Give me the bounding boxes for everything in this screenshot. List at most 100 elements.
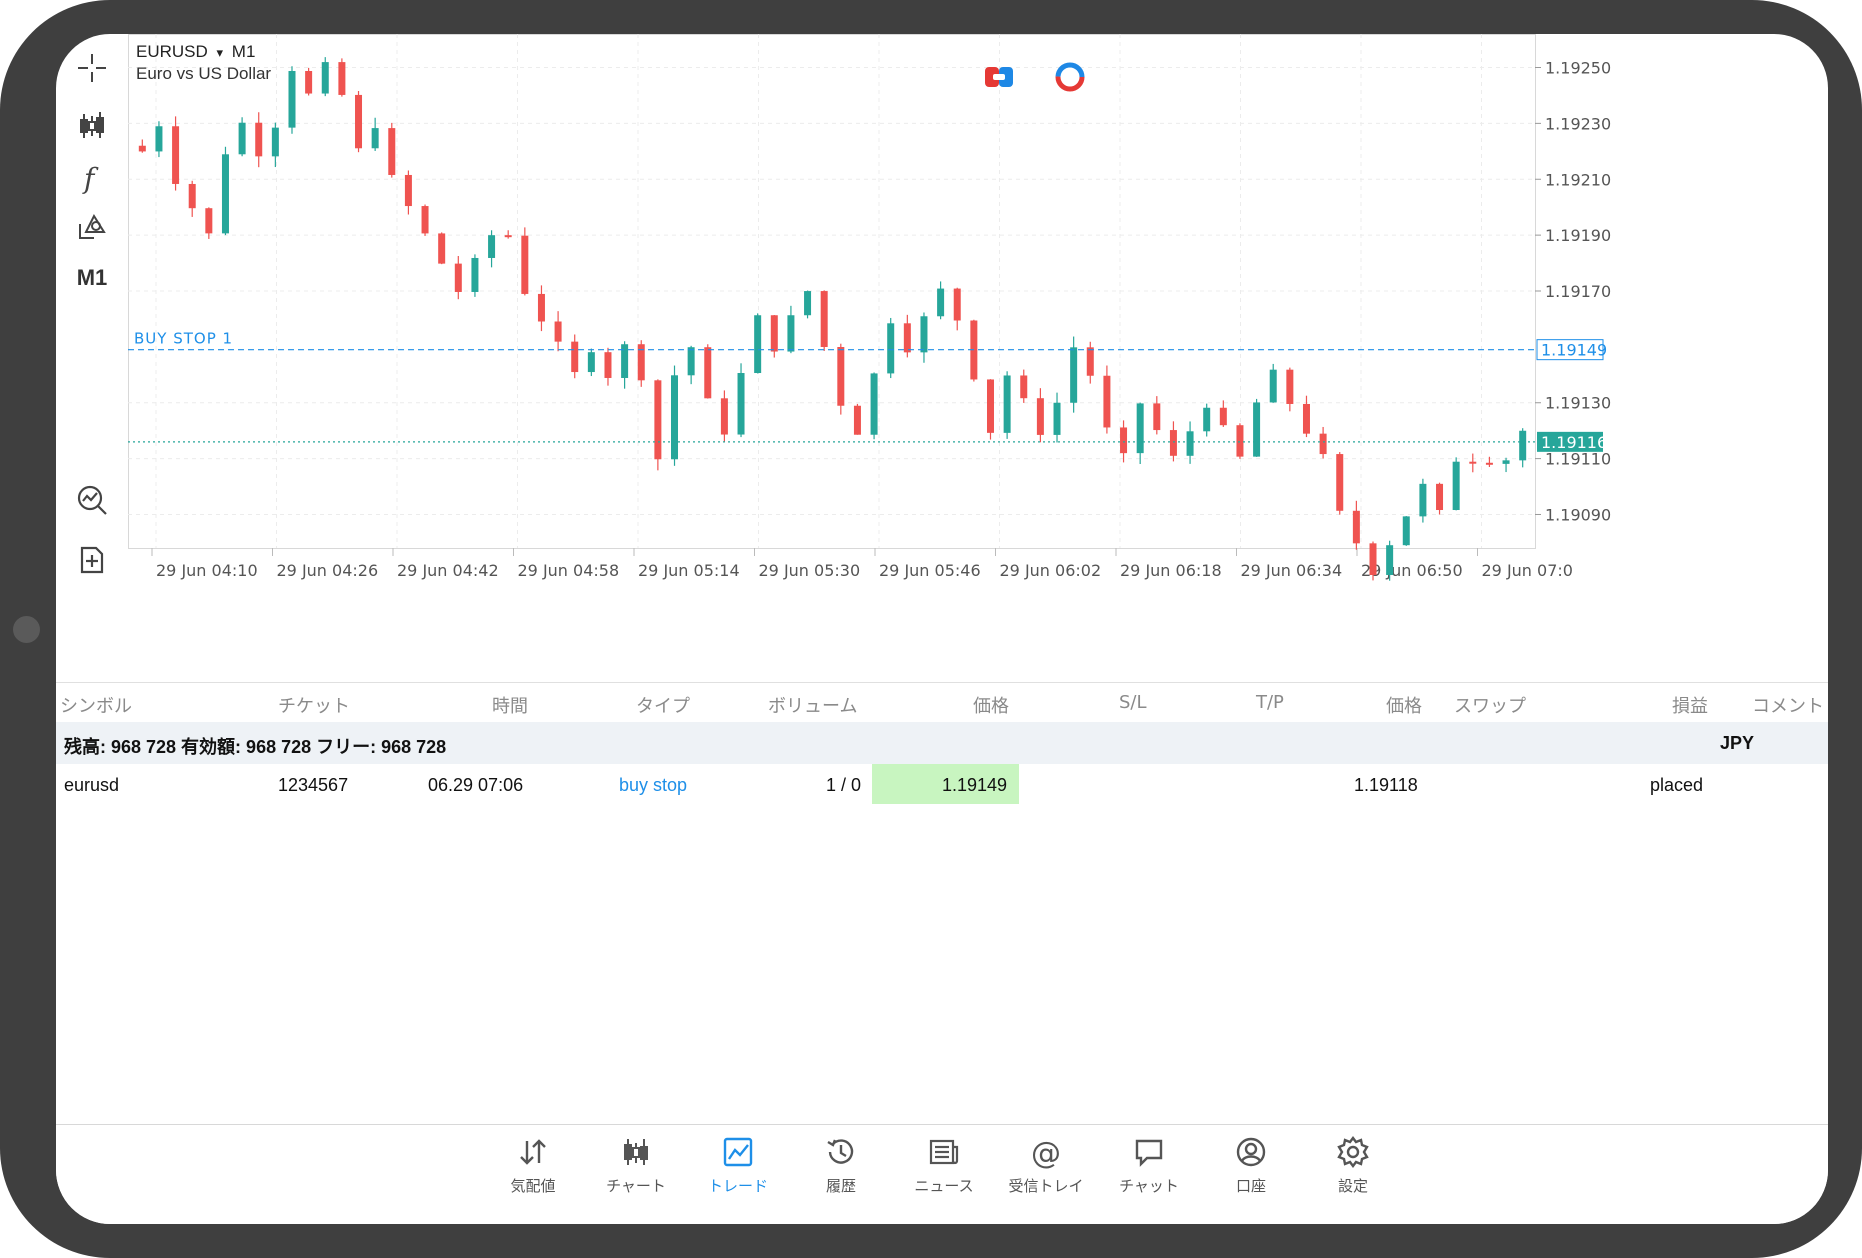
candle-body	[1120, 427, 1128, 454]
chart-canvas[interactable]: 1.19250 1.19230 1.19210 1.19190 1.19170 1.191…	[128, 34, 1828, 682]
history-icon	[827, 1139, 854, 1164]
chat-icon	[1135, 1139, 1163, 1167]
row-time: 06.29 07:06	[428, 775, 524, 795]
bid-price-label: 1.19116	[1541, 433, 1607, 452]
nav-chart[interactable]: チャート	[591, 1135, 681, 1215]
nav-chat[interactable]: チャット	[1104, 1135, 1194, 1215]
candle-body	[471, 257, 479, 292]
symbol-line[interactable]: EURUSD ▾ M1	[136, 42, 271, 62]
header-current-price[interactable]: 価格	[1386, 696, 1422, 717]
indicators-icon[interactable]: f	[70, 156, 114, 200]
y-tick-label: 1.19090	[1545, 505, 1611, 524]
candle-body	[388, 128, 396, 175]
candle-body	[671, 375, 679, 460]
candle-body	[637, 344, 645, 381]
candle-body	[205, 208, 213, 234]
candle-body	[271, 127, 279, 157]
nav-news[interactable]: ニュース	[899, 1135, 989, 1215]
balance-currency: JPY	[1720, 733, 1755, 753]
candle-body	[853, 405, 861, 435]
candle-body	[1436, 483, 1444, 511]
candle-body	[1219, 407, 1227, 426]
balance-text: 残高: 968 728 有効額: 968 728 フリー: 968 728	[64, 737, 447, 757]
candle-body	[488, 235, 496, 258]
timeframe-button[interactable]: M1	[76, 265, 108, 290]
header-comment[interactable]: コメント	[1752, 696, 1824, 717]
candle-body	[1369, 543, 1377, 575]
candle-body	[986, 379, 994, 433]
candle-body	[1253, 402, 1261, 457]
signal-icon[interactable]	[1054, 62, 1086, 92]
candle-body	[1386, 545, 1394, 575]
row-symbol: eurusd	[64, 775, 120, 795]
nav-label: ニュース	[914, 1177, 974, 1195]
price-chart[interactable]: 1.19250 1.19230 1.19210 1.19190 1.19170 1.191…	[128, 34, 1828, 682]
candle-body	[1419, 483, 1427, 517]
header-swap[interactable]: スワップ	[1454, 696, 1526, 717]
x-tick-label: 29 Jun 04:26	[277, 561, 379, 580]
x-tick-label: 29 Jun 06:18	[1120, 561, 1222, 580]
candle-body	[1319, 433, 1327, 455]
camera-dot	[13, 616, 40, 643]
candle-body	[521, 235, 529, 294]
trade-icon[interactable]	[70, 478, 114, 522]
candle-body	[920, 316, 928, 353]
candle-body	[404, 174, 412, 207]
nav-label: 気配値	[510, 1177, 556, 1195]
objects-icon[interactable]	[70, 206, 114, 250]
candle-body	[1103, 375, 1111, 428]
one-click-trade-icon[interactable]	[984, 65, 1014, 89]
row-price: 1.19149	[942, 775, 1008, 795]
candle-body	[238, 122, 246, 155]
nav-trade[interactable]: トレード	[693, 1135, 783, 1215]
candle-body	[188, 183, 196, 209]
candle-body	[770, 315, 778, 352]
account-icon	[1236, 1137, 1266, 1167]
header-tp[interactable]: T/P	[1256, 692, 1284, 713]
candle-body	[621, 344, 629, 378]
row-ticket: 1234567	[278, 775, 349, 795]
nav-label: 履歴	[825, 1177, 856, 1195]
y-tick-label: 1.19130	[1545, 394, 1611, 413]
y-tick-label: 1.19250	[1545, 59, 1611, 78]
header-type[interactable]: タイプ	[636, 696, 690, 717]
nav-quotes[interactable]: 気配値	[488, 1135, 578, 1215]
header-price[interactable]: 価格	[973, 696, 1009, 717]
candle-body	[1020, 375, 1028, 399]
nav-label: 受信トレイ	[1008, 1177, 1084, 1195]
header-ticket[interactable]: チケット	[278, 696, 350, 717]
row-type[interactable]: buy stop	[619, 775, 688, 795]
chart-type-icon[interactable]	[70, 104, 114, 148]
bid-price-box	[1537, 431, 1603, 452]
header-time[interactable]: 時間	[492, 696, 528, 717]
app-screen: f M1 1.19250 1.19230 1.19210 1.19190 1.19170…	[56, 34, 1828, 1224]
header-volume[interactable]: ボリューム	[768, 696, 858, 717]
candle-body	[887, 323, 895, 374]
crosshair-icon[interactable]	[70, 46, 114, 90]
nav-settings[interactable]: 設定	[1308, 1135, 1398, 1215]
price-cell-highlight	[872, 764, 1019, 804]
candle-body	[1036, 398, 1044, 435]
nav-account[interactable]: 口座	[1206, 1135, 1296, 1215]
candle-body	[221, 154, 229, 234]
candle-body	[172, 126, 180, 184]
x-tick-label: 29 Jun 04:42	[397, 561, 499, 580]
nav-mailbox[interactable]: @ 受信トレイ	[1001, 1135, 1091, 1215]
header-profit[interactable]: 損益	[1672, 696, 1708, 717]
candle-body	[1086, 347, 1094, 376]
candle-body	[1485, 462, 1493, 465]
nav-history[interactable]: 履歴	[796, 1135, 886, 1215]
candle-body	[571, 341, 579, 373]
header-sl[interactable]: S/L	[1119, 692, 1147, 713]
candle-body	[870, 373, 878, 435]
candle-body	[1136, 403, 1144, 454]
y-tick-label: 1.19110	[1545, 450, 1611, 469]
header-symbol[interactable]: シンボル	[60, 696, 132, 717]
candle-body	[338, 62, 346, 95]
candle-body	[587, 352, 595, 373]
new-order-icon[interactable]	[70, 538, 114, 582]
candle-body	[804, 291, 812, 316]
y-tick-label: 1.19230	[1545, 114, 1611, 133]
table-row[interactable]: eurusd 1234567 06.29 07:06 buy stop 1 / …	[56, 764, 1828, 806]
